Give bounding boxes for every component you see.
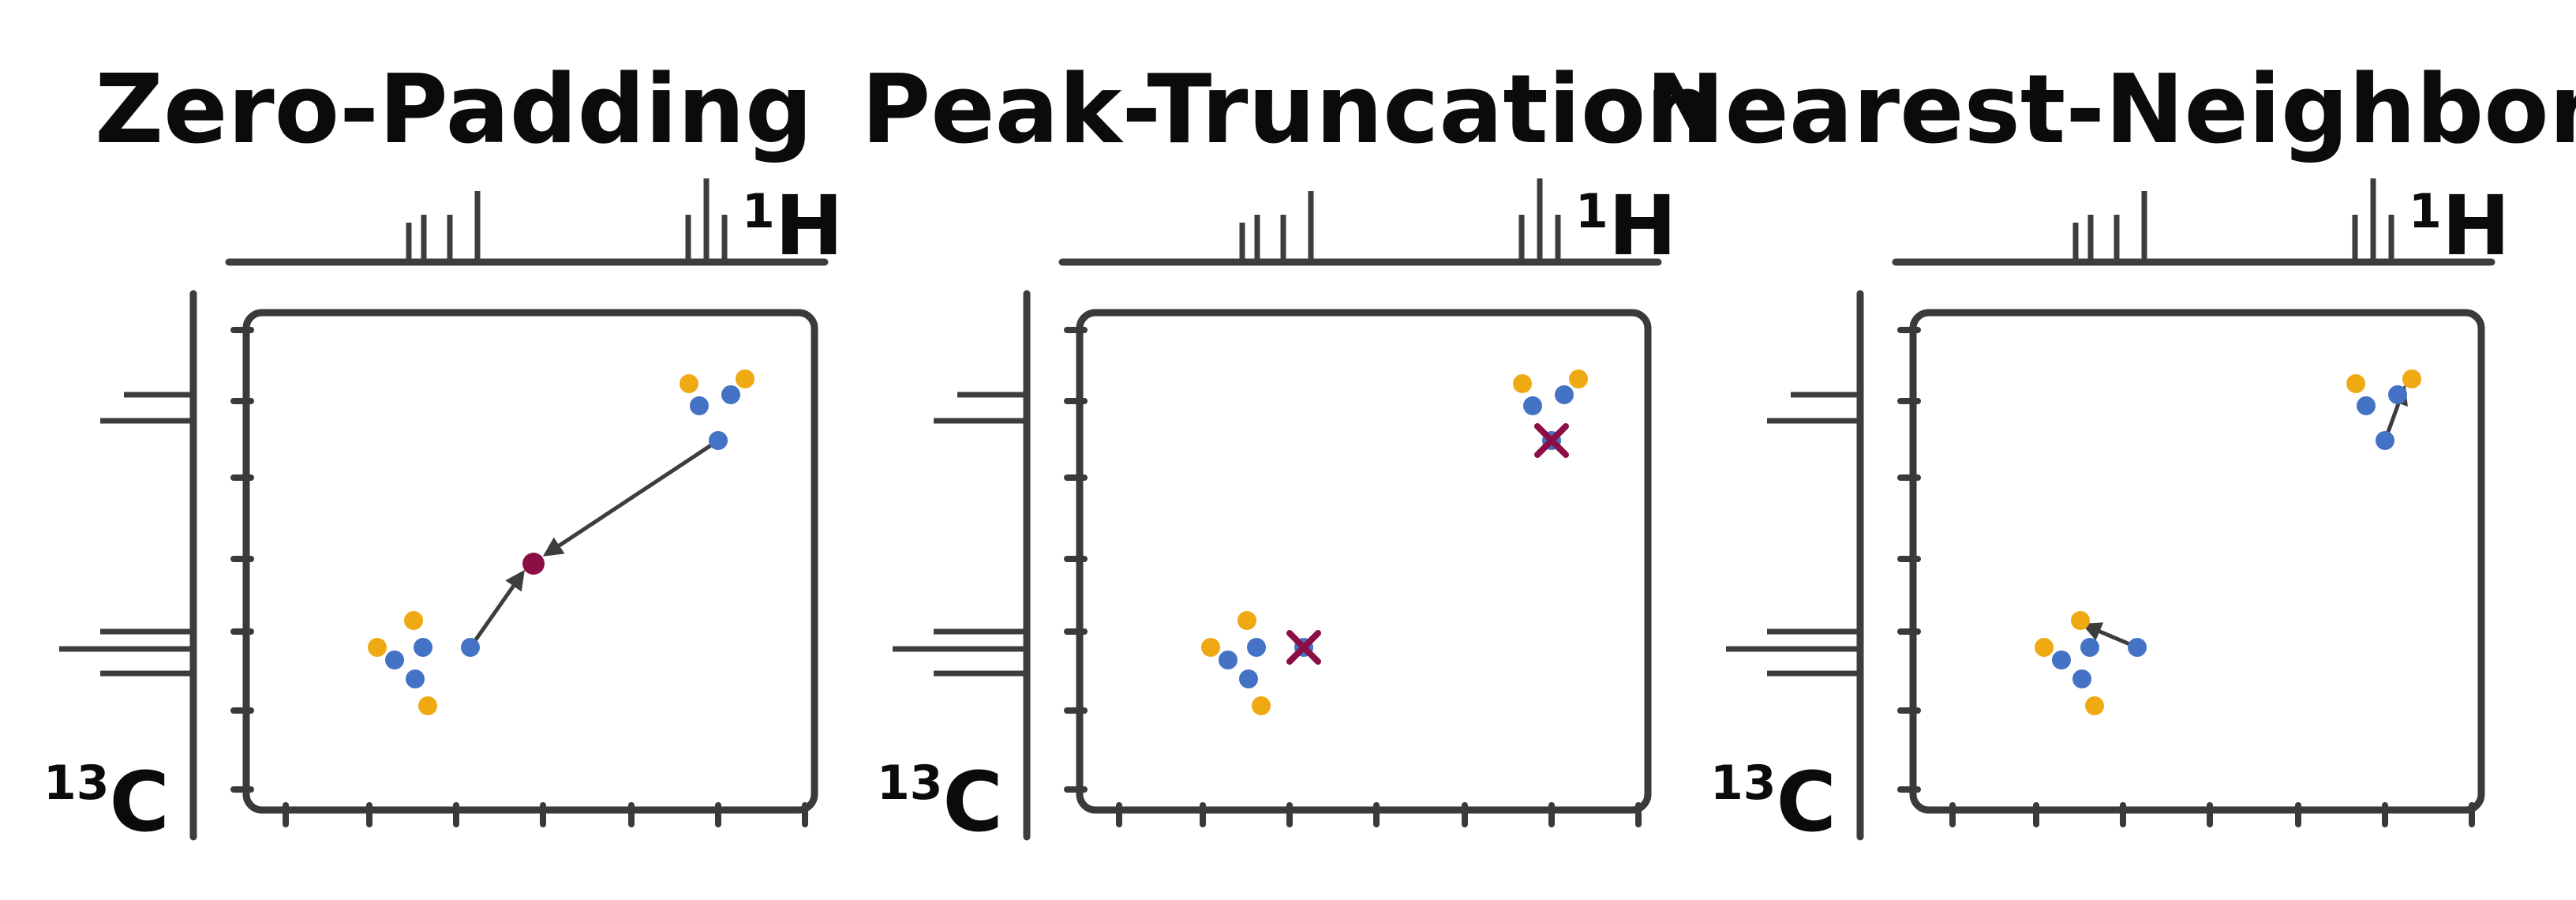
orange-peak — [1513, 374, 1532, 393]
orange-peak — [2071, 611, 2090, 630]
blue-peak — [2072, 669, 2091, 688]
blue-peak — [2376, 431, 2394, 450]
blue-peak — [461, 638, 480, 657]
orange-peak — [1569, 369, 1588, 388]
c-axis-label-main: C — [943, 754, 1003, 850]
blue-peak — [709, 431, 728, 450]
blue-peak — [1523, 396, 1542, 415]
truncated-peak-cross — [1534, 423, 1569, 458]
h-axis-label-main: H — [2442, 178, 2510, 274]
panel-title: Peak-Truncation — [861, 55, 1713, 165]
blue-peak — [721, 385, 740, 404]
shift-arrow — [468, 569, 525, 649]
blue-peak — [2128, 638, 2147, 657]
c-axis-label-main: C — [1777, 754, 1837, 850]
c-axis-label-sup: 13 — [877, 756, 943, 811]
h-axis-label: 1H — [742, 178, 844, 274]
blue-peak — [1239, 669, 1258, 688]
orange-peak — [1201, 638, 1220, 657]
blue-peak — [2388, 385, 2407, 404]
orange-peak — [2085, 696, 2104, 715]
orange-peak — [2402, 369, 2421, 388]
c-axis-label: 13C — [1710, 754, 1837, 850]
c-axis-label-main: C — [110, 754, 170, 850]
blue-peak — [406, 669, 425, 688]
c-axis-label-sup: 13 — [1710, 756, 1777, 811]
orange-peak — [680, 374, 698, 393]
h-axis-label-main: H — [775, 178, 844, 274]
blue-peak — [690, 396, 709, 415]
spectrum-frame — [242, 309, 818, 814]
orange-peak — [736, 369, 754, 388]
truncated-peak-cross — [1286, 630, 1321, 665]
spectrum-frame — [1076, 309, 1652, 814]
c-axis-label: 13C — [877, 754, 1003, 850]
panel-title: Zero-Padding — [95, 55, 813, 165]
panel-zero-padding: Zero-Padding 1H 13C — [43, 55, 844, 850]
panel-title: Nearest-Neighbor — [1646, 55, 2576, 165]
c-axis-label: 13C — [43, 754, 170, 850]
c-axis-label-sup: 13 — [43, 756, 110, 811]
panel-nearest-neighbor: Nearest-Neighbor 1H 13C — [1646, 55, 2576, 850]
spectrum-frame — [1909, 309, 2485, 814]
blue-peak — [2052, 651, 2071, 669]
blue-peak — [385, 651, 404, 669]
blue-peak — [2080, 638, 2099, 657]
orange-peak — [1237, 611, 1256, 630]
orange-peak — [368, 638, 387, 657]
blue-peak — [1555, 385, 1574, 404]
h-axis-label-main: H — [1608, 178, 1677, 274]
panel-peak-truncation: Peak-Truncation 1H 13C — [861, 55, 1713, 850]
orange-peak — [418, 696, 437, 715]
h-axis-label-sup: 1 — [1575, 184, 1608, 239]
merged-peak — [522, 553, 545, 575]
orange-peak — [2346, 374, 2365, 393]
h-axis-label: 1H — [2409, 178, 2510, 274]
orange-peak — [1252, 696, 1271, 715]
orange-peak — [2035, 638, 2054, 657]
blue-peak — [414, 638, 432, 657]
orange-peak — [404, 611, 423, 630]
blue-peak — [1219, 651, 1237, 669]
h-axis-label: 1H — [1575, 178, 1677, 274]
blue-peak — [2357, 396, 2376, 415]
shift-arrow — [542, 438, 720, 557]
h-axis-label-sup: 1 — [2409, 184, 2442, 239]
blue-peak — [1247, 638, 1266, 657]
h-axis-label-sup: 1 — [742, 184, 775, 239]
